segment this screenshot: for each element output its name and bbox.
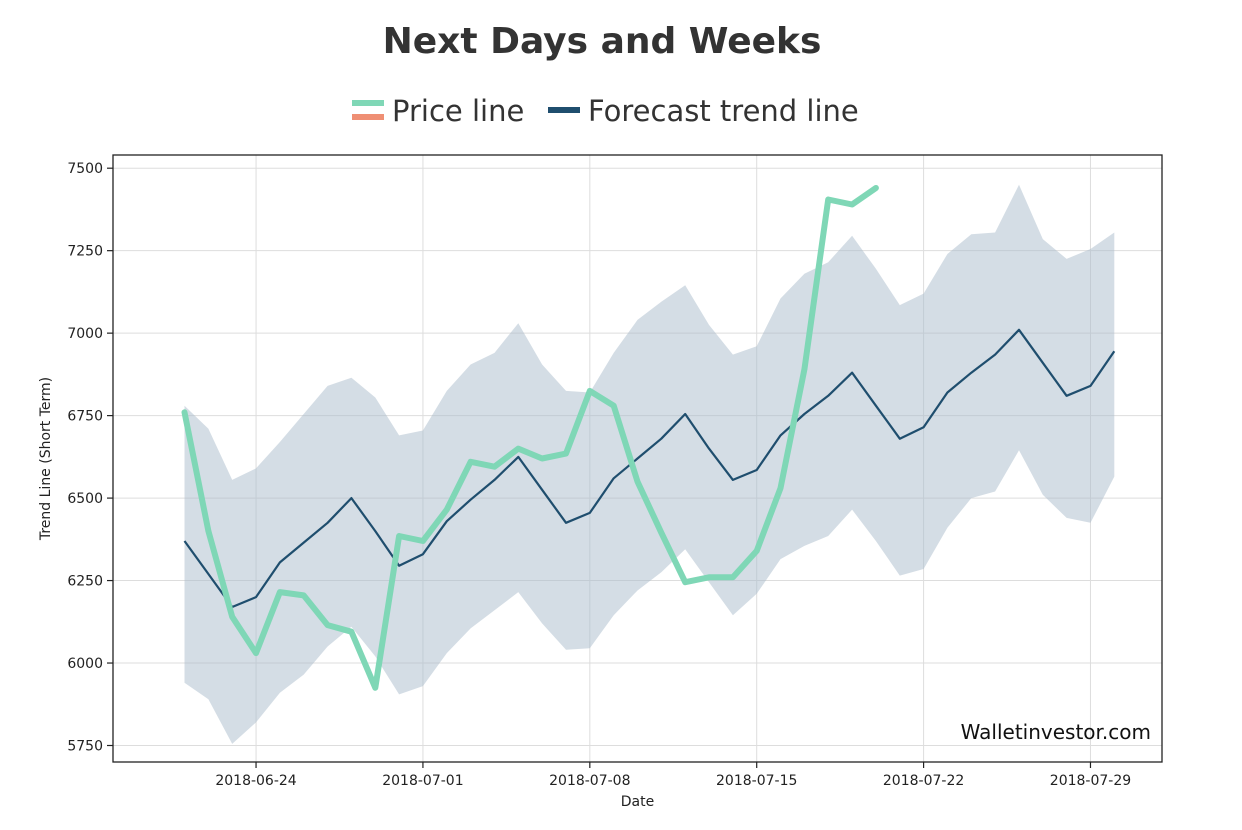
legend-swatch-forecast: [548, 107, 580, 113]
watermark: Walletinvestor.com: [961, 720, 1151, 744]
chart-legend: Price line Forecast trend line: [352, 94, 859, 128]
legend-swatch-price: [352, 100, 384, 106]
x-axis-label: Date: [621, 794, 654, 810]
y-axis: 5750 6000 6250 6500 6750 7000 7250 7500: [67, 161, 113, 755]
legend-swatch-price-secondary: [352, 114, 384, 120]
y-tick-label: 6500: [67, 491, 103, 507]
forecast-confidence-band: [184, 184, 1115, 744]
y-tick-label: 6750: [67, 409, 103, 425]
x-tick-label: 2018-07-08: [549, 773, 630, 789]
legend-label-price: Price line: [392, 94, 524, 128]
forecast-trend-line: [183, 328, 1116, 609]
x-tick-label: 2018-07-15: [716, 773, 797, 789]
y-tick-label: 7250: [67, 244, 103, 260]
chart-title: Next Days and Weeks: [383, 21, 822, 62]
y-axis-label: Trend Line (Short Term): [38, 377, 54, 541]
y-tick-label: 5750: [67, 739, 103, 755]
x-tick-label: 2018-07-22: [883, 773, 964, 789]
plot-frame: [112, 154, 1163, 763]
y-tick-label: 6000: [67, 656, 103, 672]
y-tick-label: 7000: [67, 326, 103, 342]
x-tick-label: 2018-06-24: [215, 773, 296, 789]
price-line: [181, 185, 879, 691]
y-tick-label: 6250: [67, 574, 103, 590]
y-tick-label: 7500: [67, 161, 103, 177]
x-tick-label: 2018-07-01: [382, 773, 463, 789]
legend-label-forecast: Forecast trend line: [588, 94, 859, 128]
x-tick-label: 2018-07-29: [1050, 773, 1131, 789]
x-axis: 2018-06-24 2018-07-01 2018-07-08 2018-07-15…: [215, 762, 1131, 789]
